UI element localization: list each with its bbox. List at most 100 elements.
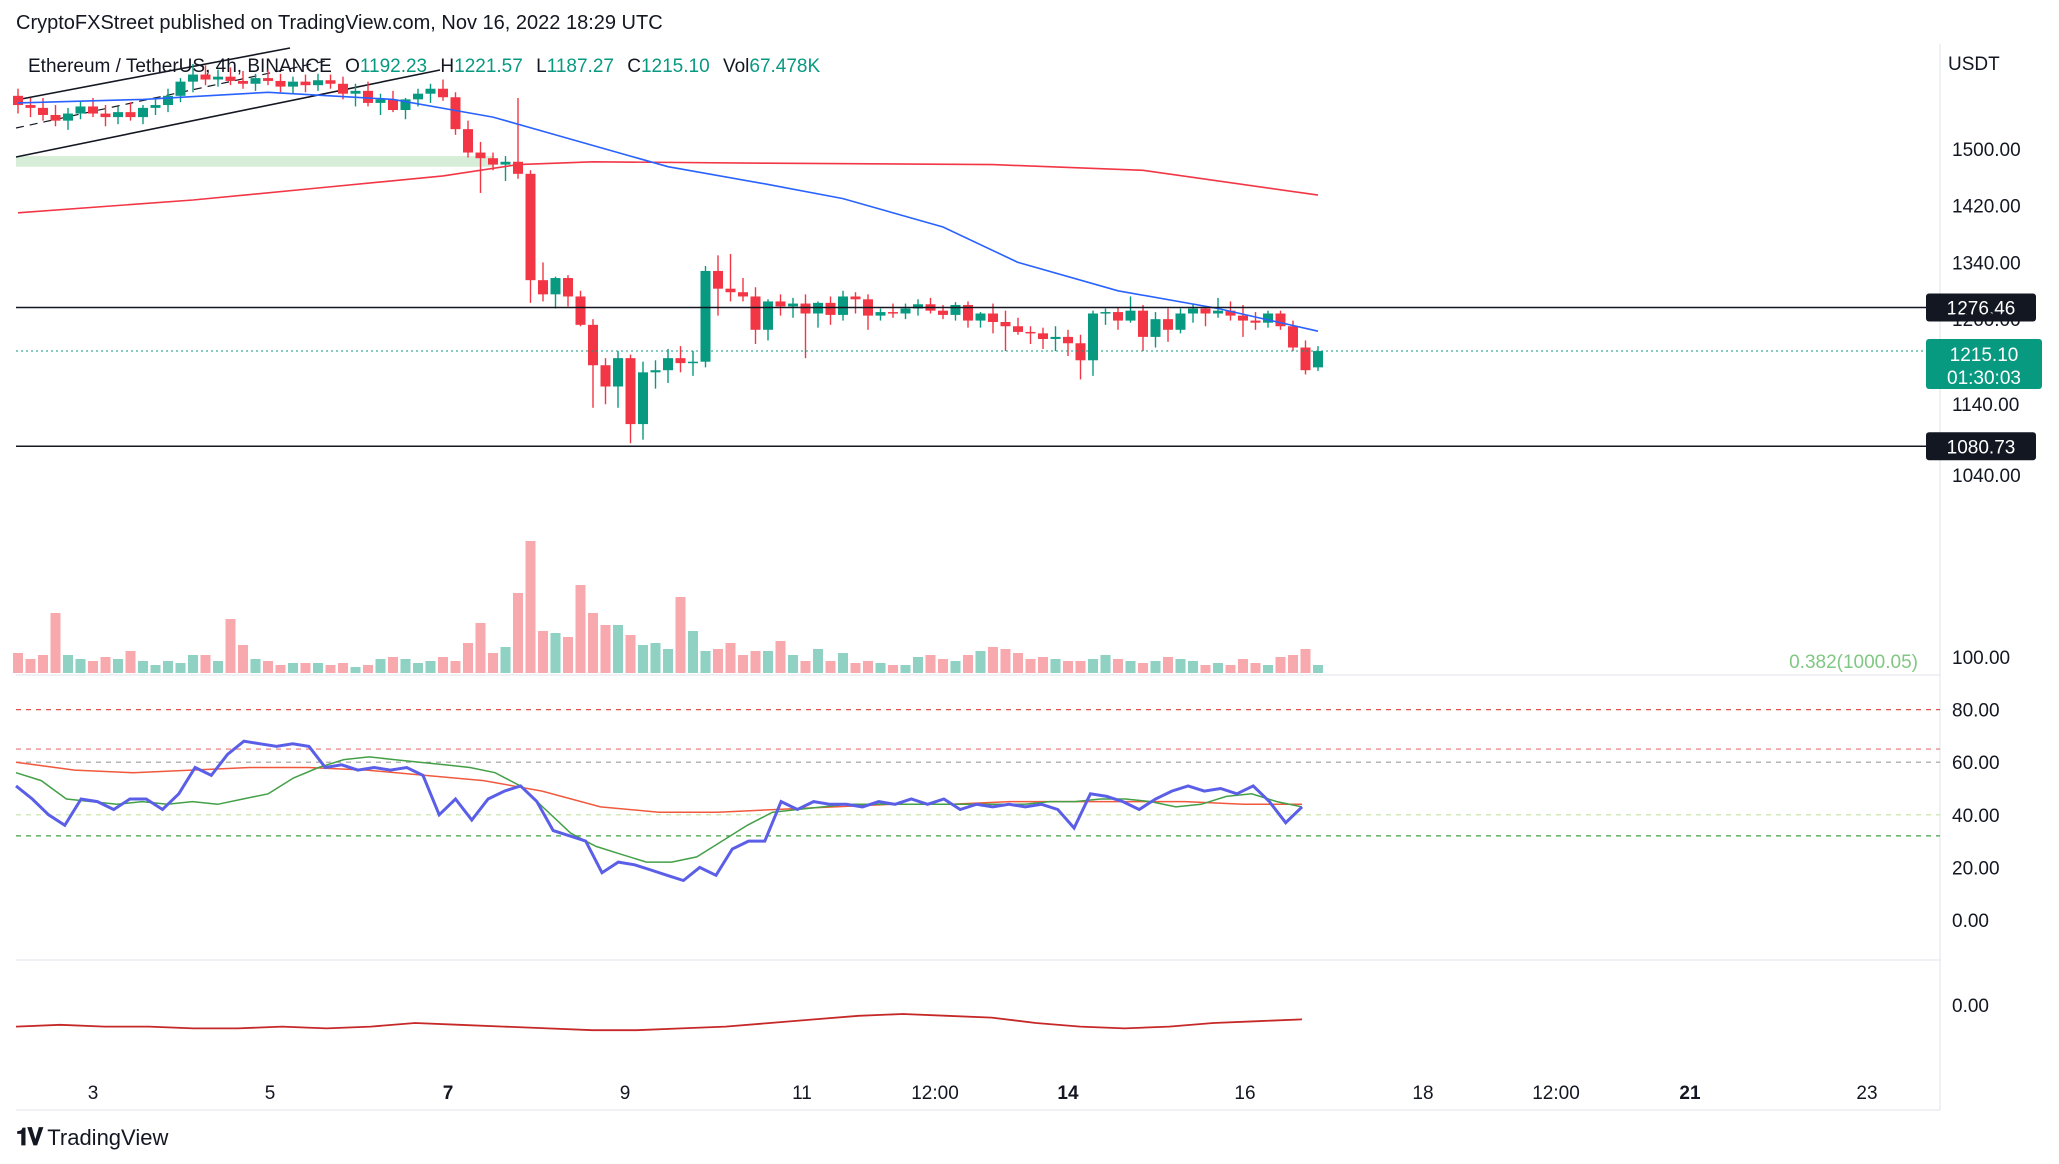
tradingview-brand[interactable]: 𝟏𝐕 TradingView: [16, 1124, 168, 1152]
open-value: 1192.23: [359, 56, 428, 77]
candle: [900, 308, 911, 314]
volume-bar: [288, 663, 298, 673]
candle: [1100, 312, 1111, 314]
volume-label: Vol: [722, 56, 750, 77]
volume-bar: [1125, 661, 1136, 673]
open-label: O: [345, 56, 360, 77]
time-tick-label: 12:00: [911, 1083, 959, 1104]
volume-bar: [225, 619, 236, 673]
candle: [1063, 336, 1073, 344]
volume-bar: [788, 655, 798, 673]
candle: [750, 296, 761, 330]
volume-bar: [213, 661, 223, 673]
volume-bar: [750, 651, 761, 673]
candle: [263, 78, 273, 81]
candle: [1013, 326, 1023, 332]
volume-bar: [138, 661, 148, 673]
candle: [850, 296, 861, 300]
rsi-line: [15, 739, 1304, 883]
volume-bar: [875, 663, 886, 673]
candle: [825, 302, 836, 315]
rsi-tick-label: 100.00: [1952, 648, 2010, 669]
candle: [113, 112, 123, 118]
candle: [163, 95, 173, 106]
rsi-tick-label: 0.00: [1952, 911, 1989, 932]
candle: [1075, 343, 1086, 361]
price-tick-label: 1500.00: [1952, 140, 2021, 161]
rsi-tick-label: 60.00: [1952, 753, 2000, 774]
volume-bar: [1050, 659, 1061, 673]
candle: [713, 270, 723, 289]
candle: [588, 324, 598, 366]
candle: [275, 80, 286, 87]
volume-bar: [675, 597, 686, 673]
volume-bar: [263, 661, 273, 673]
countdown-label: 01:30:03: [1947, 368, 2021, 389]
volume-bar: [663, 649, 673, 673]
publish-header: CryptoFXStreet published on TradingView.…: [16, 12, 663, 34]
level-price-label: 1276.46: [1947, 298, 2016, 319]
candle: [313, 80, 323, 86]
candle: [538, 280, 548, 295]
candle: [500, 161, 511, 165]
candle: [375, 99, 386, 103]
volume-bar: [325, 665, 336, 673]
candle: [838, 296, 848, 315]
volume-bar: [113, 659, 123, 673]
candle: [513, 161, 523, 174]
volume-bar: [775, 641, 786, 673]
candle: [975, 313, 986, 321]
volume-bar: [100, 657, 111, 673]
candle: [450, 97, 461, 130]
candle: [1263, 313, 1273, 323]
candle: [613, 358, 623, 387]
candle: [938, 310, 948, 315]
candle: [600, 365, 611, 387]
channel-mid-line: [15, 59, 331, 129]
candle: [1000, 321, 1011, 327]
volume-bar: [1263, 665, 1273, 673]
volume-bar: [1113, 659, 1123, 673]
rsi-slow-line: [15, 761, 1302, 813]
volume-bar: [925, 655, 936, 673]
candle: [425, 88, 436, 94]
volume-bar: [238, 645, 248, 673]
volume-bar: [438, 657, 448, 673]
volume-bar: [488, 653, 498, 673]
volume-bar: [388, 657, 398, 673]
candle: [1300, 347, 1311, 371]
candle: [1313, 351, 1323, 368]
volume-bar: [1200, 665, 1211, 673]
candle: [550, 278, 561, 295]
candle: [225, 76, 236, 81]
volume-bar: [50, 613, 61, 673]
candle: [663, 358, 673, 371]
volume-bar: [350, 667, 361, 673]
volume-bar: [738, 655, 748, 673]
volume-bar: [275, 665, 286, 673]
volume-bar: [13, 653, 23, 673]
volume-bar: [950, 661, 961, 673]
volume-bar: [625, 635, 636, 673]
volume-bar: [700, 651, 711, 673]
candle: [1213, 310, 1223, 314]
volume-bar: [1300, 649, 1311, 673]
price-tick-label: 1340.00: [1952, 253, 2021, 274]
candle: [1288, 326, 1298, 348]
volume-bar: [338, 663, 348, 673]
candle: [238, 80, 248, 84]
candle: [88, 106, 98, 114]
volume-bar: [900, 665, 911, 673]
volume-bar: [313, 663, 323, 673]
candle: [1225, 310, 1236, 316]
volume-bar: [1288, 655, 1298, 673]
volume-bar: [538, 631, 548, 673]
symbol-title[interactable]: Ethereum / TetherUS, 4h, BINANCE: [28, 56, 332, 77]
oscillator-placeholder: [16, 933, 1302, 957]
candle: [13, 95, 23, 106]
candle: [650, 370, 661, 373]
close-value: 1215.10: [640, 56, 710, 77]
volume-bar: [800, 661, 811, 673]
volume-bar: [63, 655, 73, 673]
